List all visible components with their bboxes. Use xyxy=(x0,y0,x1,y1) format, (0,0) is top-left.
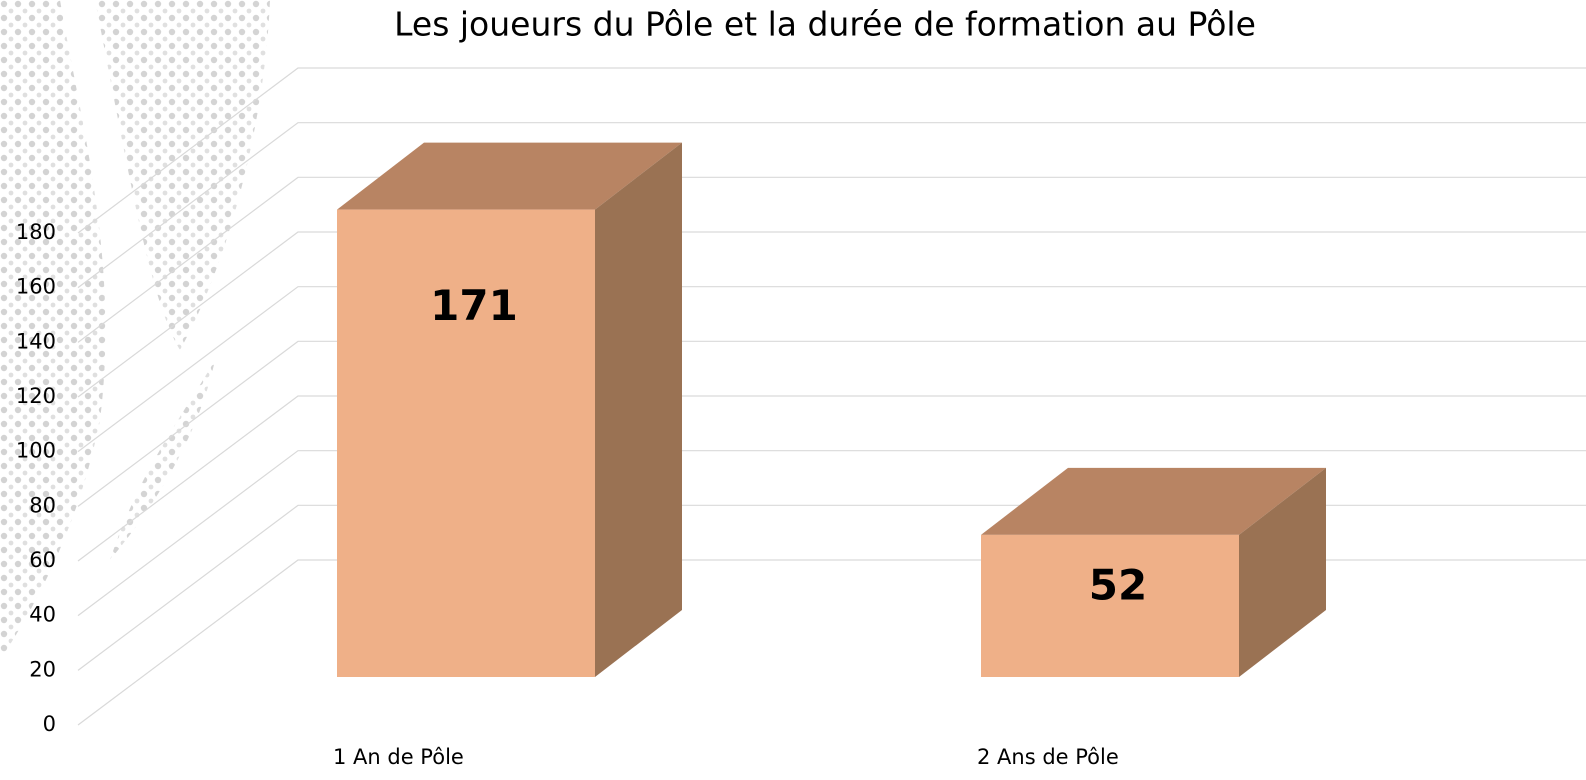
y-tick-label: 160 xyxy=(16,275,56,299)
y-tick-label: 140 xyxy=(16,329,56,353)
grid-line xyxy=(78,287,1586,452)
data-label: 52 xyxy=(1089,560,1147,609)
y-tick-label: 20 xyxy=(29,657,56,681)
y-tick-label: 100 xyxy=(16,439,56,463)
chart: Les joueurs du Pôle et la durée de forma… xyxy=(0,0,1586,780)
grid-line xyxy=(78,451,1586,616)
y-tick-label: 120 xyxy=(16,384,56,408)
y-tick-label: 0 xyxy=(43,712,56,736)
grid-line xyxy=(78,505,1586,670)
grid-line xyxy=(78,396,1586,561)
grid-line xyxy=(78,68,1586,233)
y-tick-label: 60 xyxy=(29,548,56,572)
x-tick-label: 2 Ans de Pôle xyxy=(977,745,1119,769)
bar-side xyxy=(595,143,682,677)
grid-line xyxy=(78,341,1586,506)
grid-line xyxy=(78,177,1586,342)
grid-line xyxy=(78,232,1586,397)
x-tick-label: 1 An de Pôle xyxy=(333,745,464,769)
bar xyxy=(337,210,595,677)
grid-line xyxy=(78,123,1586,288)
chart-title: Les joueurs du Pôle et la durée de forma… xyxy=(394,5,1256,44)
y-tick-label: 80 xyxy=(29,493,56,517)
y-tick-label: 180 xyxy=(16,220,56,244)
data-label: 171 xyxy=(430,281,518,330)
y-tick-label: 40 xyxy=(29,603,56,627)
grid-line xyxy=(78,560,1586,725)
